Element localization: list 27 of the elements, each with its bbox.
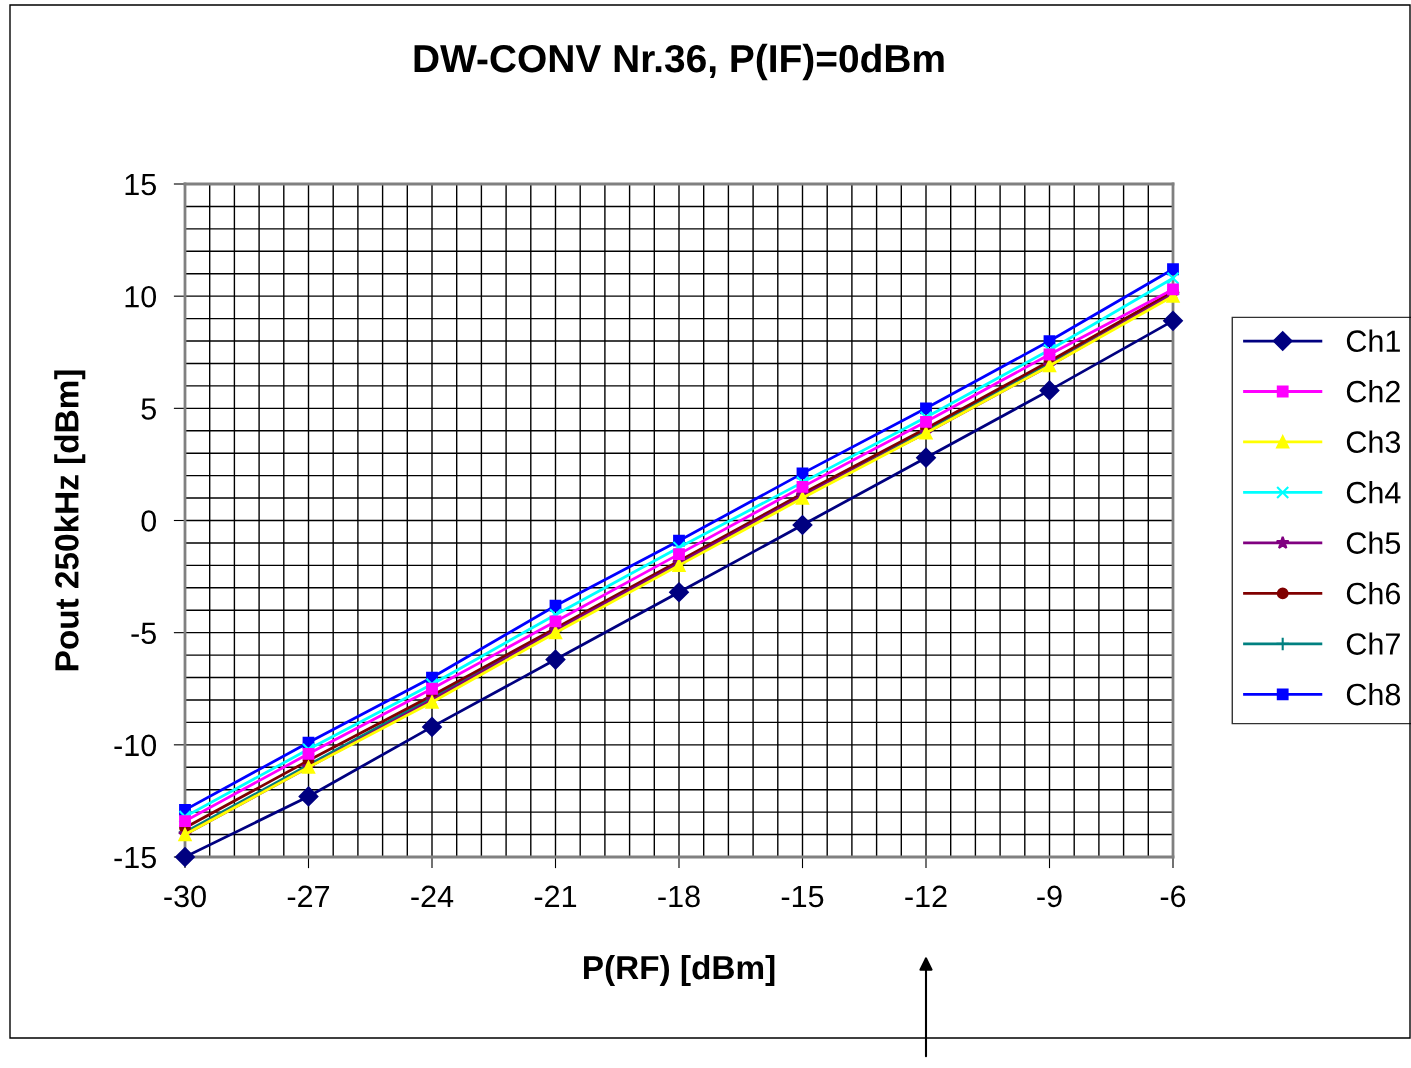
x-tick-label: -12 (905, 885, 947, 907)
chart-title: DW-CONV Nr.36, P(IF)=0dBm (414, 43, 944, 81)
y-tick-label: 0 (141, 510, 157, 532)
y-tick-label: -5 (131, 622, 156, 645)
y-axis-title: Pout 250kHz [dBm] (54, 370, 86, 671)
x-tick-label: -18 (658, 885, 700, 908)
x-tick-label: -6 (1160, 885, 1186, 908)
legend-label: Ch6 (1346, 581, 1401, 605)
legend-label: Ch2 (1346, 380, 1400, 403)
x-tick-label: -24 (411, 885, 454, 907)
x-tick-label: -9 (1037, 885, 1062, 908)
y-tick-label: -10 (114, 734, 157, 757)
y-tick-label: 10 (125, 285, 157, 308)
y-tick-label: 15 (125, 174, 156, 196)
y-tick-label: -15 (114, 847, 156, 869)
legend-label: Ch7 (1346, 632, 1400, 655)
legend-label: Ch8 (1346, 682, 1401, 706)
x-tick-label: -15 (781, 885, 824, 908)
legend-label: Ch3 (1346, 430, 1401, 453)
legend-label: Ch4 (1346, 481, 1401, 504)
legend-label: Ch1 (1346, 329, 1400, 353)
x-tick-label: -27 (287, 885, 330, 907)
y-tick-label: 5 (141, 398, 156, 420)
legend-label: Ch5 (1346, 531, 1401, 554)
x-axis-title: P(RF) [dBm] (584, 954, 775, 986)
x-tick-label: -21 (534, 885, 577, 907)
x-tick-label: -30 (164, 885, 206, 908)
